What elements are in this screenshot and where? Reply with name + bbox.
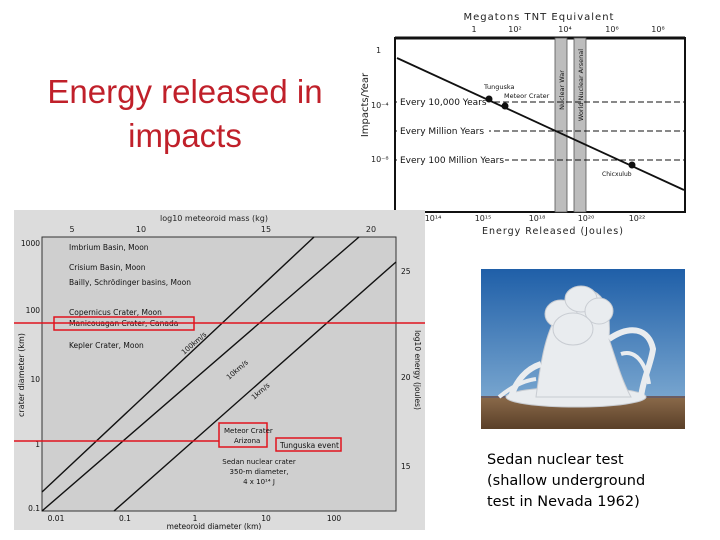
velocity-line-1: [113, 261, 397, 512]
y-tick-2: 10⁻⁴: [371, 101, 389, 110]
crater-bailly: Bailly, Schrödinger basins, Moon: [69, 278, 191, 287]
manicouagan-highlight-box: [53, 316, 195, 331]
crater-kepler: Kepler Crater, Moon: [69, 341, 144, 350]
crater-copernicus: Copernicus Crater, Moon: [69, 308, 162, 317]
photo-caption: Sedan nuclear test (shallow underground …: [487, 450, 707, 513]
y-tick-0-1: 0.1: [28, 504, 40, 513]
sedan-label-2: 350-m diameter,: [230, 468, 289, 476]
crater-diameter-label: crater diameter (km): [17, 333, 26, 417]
caption-line-2: (shallow underground: [487, 473, 646, 489]
y-tick-1: 1: [35, 440, 40, 449]
meteoroid-diameter-label: meteoroid diameter (km): [167, 522, 262, 530]
mass-axis-title: log10 meteoroid mass (kg): [160, 214, 268, 223]
plot-area: [41, 236, 397, 512]
world-arsenal-bar: [573, 37, 587, 213]
top-tick-1: 1: [471, 25, 476, 34]
tunguska-point: [485, 95, 493, 103]
x-tick-0-1: 0.1: [119, 514, 131, 523]
x-tick-1: 10¹⁴: [425, 214, 442, 223]
y-axis-label: Impacts/Year: [360, 72, 371, 137]
slide-title: Energy released in impacts: [20, 70, 350, 158]
top-tick-3: 10⁴: [558, 25, 571, 34]
caption-line-3: test in Nevada 1962): [487, 494, 640, 510]
x-tick-10: 10: [261, 514, 271, 523]
top-tick-5: 10⁸: [651, 25, 664, 34]
mass-tick-4: 20: [366, 225, 376, 234]
meteor-crater-box: [218, 422, 268, 448]
x-tick-2: 10¹⁵: [475, 214, 492, 223]
energy-tick-25: 25: [401, 267, 411, 276]
tunguska-event-label: Tunguska event: [279, 441, 339, 450]
sedan-test-photo: [481, 269, 685, 429]
crater-imbrium: Imbrium Basin, Moon: [69, 243, 149, 252]
meteor-crater-label: Meteor Crater: [504, 92, 550, 100]
velocity-line-100: [41, 236, 315, 493]
y-tick-3: 10⁻⁸: [371, 155, 389, 164]
x-tick-100: 100: [327, 514, 342, 523]
y-tick-10: 10: [30, 375, 40, 384]
meteor-crater-point: [501, 102, 509, 110]
world-arsenal-label: World Nuclear Arsenal: [577, 49, 585, 121]
impact-frequency-chart: Megatons TNT Equivalent 1 10² 10⁴ 10⁶ 10…: [355, 5, 700, 240]
x-tick-1: 1: [193, 514, 198, 523]
freq-label-million: Every Million Years: [400, 127, 484, 137]
title-line-2: impacts: [128, 117, 242, 154]
sedan-test-illustration: [481, 269, 685, 429]
y-tick-1000: 1000: [21, 239, 40, 248]
x-tick-3: 10¹⁸: [529, 214, 546, 223]
chicxulub-point: [628, 161, 636, 169]
energy-tick-20: 20: [401, 373, 411, 382]
freq-label-10000: Every 10,000 Years: [400, 98, 487, 108]
caption-line-1: Sedan nuclear test: [487, 452, 624, 468]
top-tick-4: 10⁶: [605, 25, 618, 34]
mass-tick-3: 15: [261, 225, 271, 234]
y-tick-100: 100: [26, 306, 41, 315]
x-axis-label: Energy Released (Joules): [482, 226, 624, 237]
meteor-crater-label-1: Meteor Crater: [224, 427, 273, 435]
x-tick-0-01: 0.01: [48, 514, 65, 523]
top-axis-title: Megatons TNT Equivalent: [464, 12, 615, 23]
nuclear-war-label: Nuclear War: [558, 70, 566, 110]
chicxulub-label: Chicxulub: [602, 171, 632, 178]
meteor-crater-label-2: Arizona: [234, 437, 260, 445]
velocity-line-10: [41, 236, 360, 512]
x-tick-4: 10²⁰: [578, 214, 595, 223]
tunguska-box: [275, 437, 342, 452]
mass-tick-1: 5: [69, 225, 74, 234]
y-tick-1: 1: [376, 46, 381, 55]
top-tick-2: 10²: [508, 25, 521, 34]
x-tick-5: 10²²: [629, 214, 646, 223]
crater-crisium: Crisium Basin, Moon: [69, 263, 146, 272]
title-line-1: Energy released in: [47, 73, 323, 110]
energy-axis-label: log10 energy (joules): [413, 330, 422, 410]
crater-scaling-chart: log10 meteoroid mass (kg) 5 10 15 20 Imb…: [14, 210, 425, 530]
energy-tick-15: 15: [401, 462, 411, 471]
tunguska-label: Tunguska: [483, 83, 515, 91]
sedan-label-1: Sedan nuclear crater: [222, 458, 296, 466]
sedan-label-3: 4 x 10¹⁴ J: [243, 478, 275, 486]
impact-rate-line: [396, 57, 685, 191]
mass-tick-2: 10: [136, 225, 146, 234]
freq-label-100million: Every 100 Million Years: [400, 156, 504, 166]
nuclear-war-bar: [554, 37, 568, 213]
